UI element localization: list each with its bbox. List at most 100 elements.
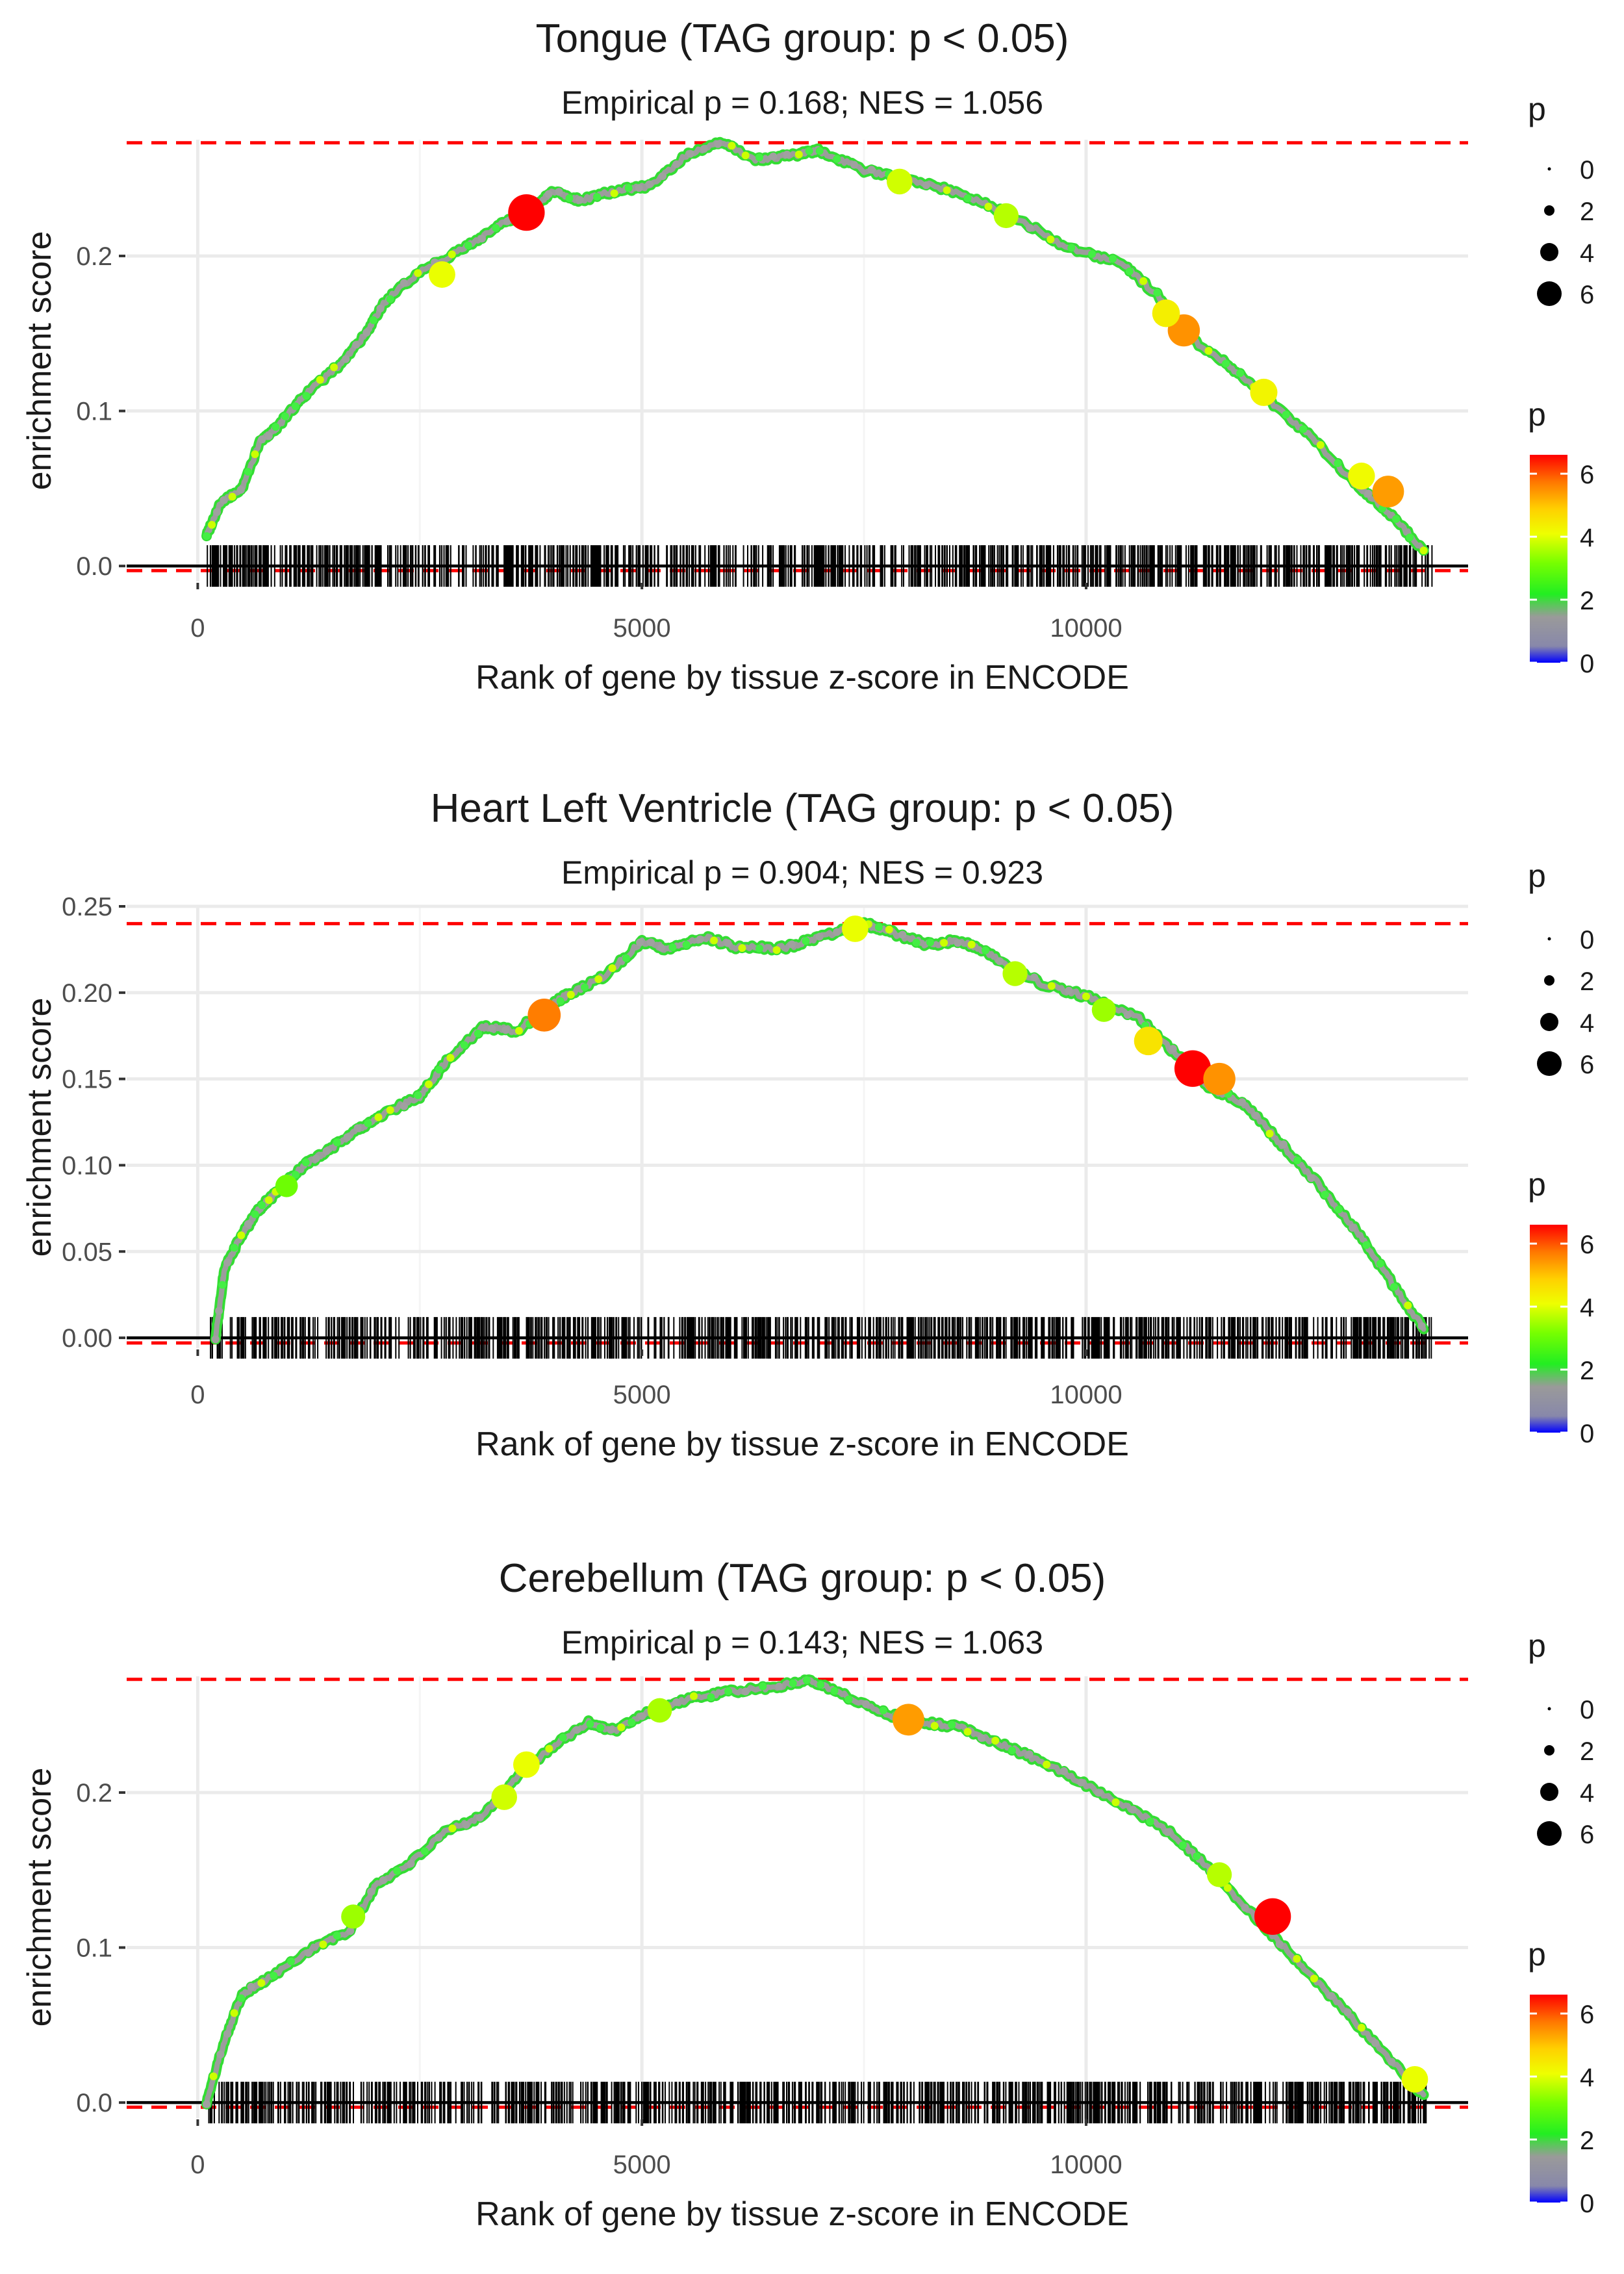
size-legend-label: 2	[1580, 967, 1594, 996]
highlight-points	[275, 915, 1236, 1197]
color-bar-label: 0	[1580, 1420, 1594, 1448]
highlight-point	[1203, 1062, 1236, 1095]
curve-point	[596, 1724, 605, 1732]
curve-point	[448, 250, 456, 259]
curve-points	[203, 1676, 1413, 2108]
curve-point	[1059, 1767, 1068, 1776]
curve-point	[435, 1833, 443, 1842]
curve-point	[1082, 992, 1090, 1001]
size-legend-dot	[1547, 167, 1551, 171]
y-tick-label: 0.2	[76, 242, 112, 271]
curve-point	[1238, 1098, 1246, 1106]
legend: p 0 2 4 6 p 0 2 4 6	[1528, 1628, 1594, 2218]
curve-point	[1030, 973, 1039, 982]
highlight-point	[527, 998, 561, 1032]
curve-point	[291, 402, 299, 411]
curve-point	[783, 150, 791, 159]
curve-point	[302, 392, 311, 400]
curve-point	[738, 944, 746, 952]
curve-point	[874, 923, 883, 932]
curve-point	[304, 1948, 312, 1957]
curve-point	[435, 1066, 443, 1074]
highlight-point	[886, 168, 913, 195]
curve-point	[1310, 1974, 1318, 1983]
es-curve	[204, 1677, 1427, 2107]
curve-point	[364, 1119, 372, 1127]
curve-point	[1139, 277, 1148, 285]
size-legend-label: 0	[1580, 926, 1594, 954]
curve-point	[967, 940, 976, 949]
size-legend-dot	[1544, 205, 1554, 216]
curve-point	[1252, 1112, 1260, 1120]
size-legend-label: 6	[1580, 1051, 1594, 1079]
curve-point	[330, 363, 338, 372]
curve-point	[963, 1728, 972, 1736]
curve-point	[1111, 1798, 1120, 1806]
curve-point	[258, 1201, 266, 1209]
x-tick-label: 10000	[1050, 1381, 1122, 1409]
curve-point	[1364, 489, 1373, 498]
curve-point	[1334, 1205, 1343, 1214]
highlight-points	[429, 168, 1404, 508]
curve-point	[216, 2050, 225, 2059]
curve-point	[963, 194, 972, 203]
highlight-point	[341, 1904, 366, 1929]
curve-point	[622, 954, 630, 962]
curve-point	[954, 939, 962, 947]
curve-point	[342, 355, 350, 363]
curve-point	[1047, 982, 1056, 990]
curve-point	[1222, 359, 1230, 368]
curve-point	[208, 520, 216, 529]
es-curve-outline	[201, 136, 1429, 556]
highlight-point	[491, 1784, 517, 1810]
curve-point	[376, 304, 385, 313]
curve-point	[741, 151, 750, 160]
curve-point	[301, 1158, 310, 1166]
axes: 0.00 0.05 0.10 0.15 0.20 0.25 0 5000 10000 Rank o…	[21, 893, 1129, 1463]
size-legend-label: 4	[1580, 1009, 1594, 1038]
curve-point	[515, 1027, 523, 1035]
highlight-point	[429, 261, 455, 288]
y-tick-label: 0.10	[62, 1151, 112, 1180]
curve-point	[386, 295, 394, 303]
curve-point	[343, 1133, 351, 1142]
size-legend-title: p	[1528, 1628, 1546, 1664]
curve-point	[1371, 2039, 1380, 2047]
curve-point	[628, 1718, 636, 1726]
curve-point	[1417, 1322, 1426, 1330]
curve-point	[211, 1335, 220, 1344]
curve-point	[912, 938, 920, 947]
curve-point	[1343, 2008, 1352, 2017]
color-bar-label: 2	[1580, 587, 1594, 615]
color-legend-title: p	[1528, 1936, 1546, 1973]
curve-point	[610, 189, 618, 198]
curve-point	[802, 1676, 811, 1684]
curve-point	[1026, 224, 1034, 232]
curve-point	[203, 532, 211, 541]
curve-point	[476, 1813, 484, 1822]
curve-point	[393, 1867, 401, 1875]
color-bar	[1530, 1995, 1567, 2203]
curve-point	[478, 235, 486, 243]
curve-point	[686, 149, 694, 158]
x-tick-label: 10000	[1050, 2151, 1122, 2179]
color-bar-label: 6	[1580, 461, 1594, 489]
curve-point	[728, 142, 736, 150]
curve-point	[203, 2100, 211, 2108]
curve-point	[1153, 288, 1161, 297]
curve-point	[251, 1210, 259, 1218]
size-legend-dot	[1537, 1051, 1562, 1076]
size-legend-dot	[1540, 1783, 1558, 1801]
highlight-points	[341, 1698, 1428, 2093]
size-legend-label: 0	[1580, 156, 1594, 185]
curve-point	[1376, 1259, 1384, 1268]
curve-point	[333, 1138, 341, 1147]
chart-panel-2: Heart Left Ventricle (TAG group: p < 0.0…	[21, 786, 1594, 1463]
curve-point	[1327, 1992, 1336, 2000]
curve-point	[833, 928, 841, 936]
curve-point	[635, 184, 643, 192]
curve-point	[833, 155, 841, 163]
curve-point	[586, 1720, 594, 1728]
curve-point	[724, 939, 732, 947]
curve-point	[236, 485, 245, 494]
